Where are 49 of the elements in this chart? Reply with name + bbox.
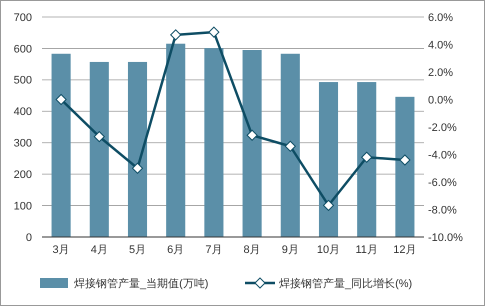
y2-tick-label: -4.0%	[428, 149, 457, 162]
bar	[52, 54, 71, 237]
y2-tick-label: -8.0%	[428, 204, 457, 216]
y2-tick-label: 4.0%	[428, 39, 454, 52]
bar	[242, 50, 262, 237]
bar	[357, 82, 376, 237]
y2-tick-label: -2.0%	[428, 122, 457, 134]
x-tick-label: 11月	[355, 244, 378, 256]
bar	[166, 44, 186, 237]
point	[361, 152, 372, 163]
bar	[128, 62, 148, 237]
legend-label: 焊接钢管产量_当期值(万吨)	[74, 276, 208, 290]
x-tick-label: 6月	[167, 244, 184, 256]
x-tick-label: 10月	[316, 244, 340, 256]
y-tick-label: 400	[14, 106, 32, 118]
bar	[395, 96, 414, 237]
y2-tick-label: -6.0%	[428, 176, 457, 189]
x-tick-label: 8月	[244, 244, 261, 256]
point	[246, 130, 258, 141]
x-tick-label: 9月	[282, 244, 299, 256]
point	[284, 140, 296, 152]
x-tick-label: 4月	[90, 244, 108, 256]
y2-tick-label: 2.0%	[428, 66, 454, 79]
point	[170, 29, 182, 40]
y-tick-label: 600	[14, 43, 32, 56]
bar	[90, 62, 109, 237]
x-tick-label: 12月	[393, 244, 417, 256]
point	[56, 94, 67, 105]
bar	[318, 82, 338, 237]
point	[323, 200, 334, 211]
y2-tick-label: 0.0%	[428, 94, 454, 106]
x-tick-label: 7月	[205, 244, 222, 256]
legend-label: 焊接钢管产量_同比增长(%)	[279, 276, 412, 290]
y-tick-label: 0	[26, 232, 32, 244]
point	[208, 26, 220, 38]
y2-tick-label: 6.0%	[428, 12, 454, 24]
point	[94, 131, 105, 142]
bar	[280, 54, 300, 237]
y-tick-label: 100	[14, 200, 32, 212]
y2-tick-label: -10.0%	[428, 232, 464, 244]
point	[399, 154, 410, 166]
bar	[204, 48, 224, 237]
y-tick-label: 200	[14, 168, 32, 181]
y-tick-label: 500	[14, 74, 32, 87]
y-tick-label: 700	[14, 12, 32, 24]
x-tick-label: 3月	[52, 244, 70, 256]
point	[132, 162, 143, 174]
y-tick-label: 300	[14, 138, 32, 150]
x-tick-label: 5月	[128, 244, 146, 256]
